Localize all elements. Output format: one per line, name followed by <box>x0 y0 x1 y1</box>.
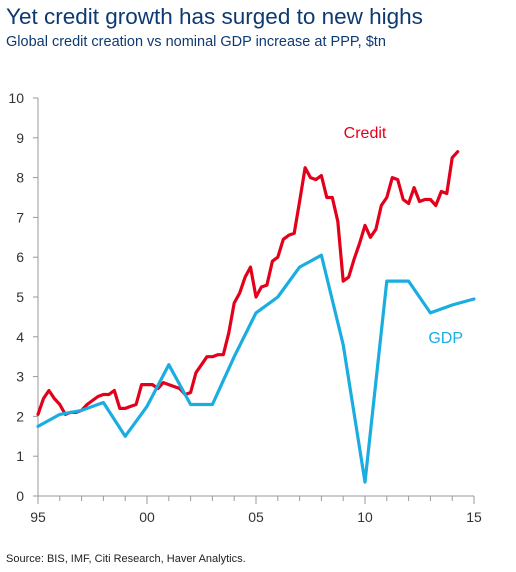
series-line-gdp <box>36 253 476 484</box>
x-tick-label: 15 <box>466 509 482 525</box>
chart-title: Yet credit growth has surged to new high… <box>6 4 423 29</box>
series-label-gdp: GDP <box>428 330 463 347</box>
series-label-credit: Credit <box>344 125 387 142</box>
y-tick-label: 4 <box>16 329 24 345</box>
y-axis: 0 1 2 3 4 5 6 7 8 9 10 <box>8 90 39 504</box>
y-tick-label: 9 <box>16 130 24 146</box>
source-note: Source: BIS, IMF, Citi Research, Haver A… <box>6 553 246 565</box>
y-tick-label: 2 <box>16 408 24 424</box>
x-tick-label: 95 <box>30 509 46 525</box>
y-tick-label: 3 <box>16 369 24 385</box>
x-tick-label: 10 <box>357 509 373 525</box>
y-tick-label: 8 <box>16 170 24 186</box>
y-tick-label: 1 <box>16 448 24 464</box>
x-tick-label: 05 <box>248 509 264 525</box>
y-tick-label: 5 <box>16 289 24 305</box>
y-tick-label: 7 <box>16 209 24 225</box>
series-line-credit <box>36 150 460 416</box>
x-tick-label: 00 <box>139 509 155 525</box>
chart-series: Credit GDP <box>36 125 476 484</box>
y-tick-label: 6 <box>16 249 24 265</box>
x-axis: 95 00 05 10 15 <box>30 495 482 525</box>
chart-subtitle: Global credit creation vs nominal GDP in… <box>6 34 386 50</box>
y-tick-label: 10 <box>8 90 24 106</box>
y-tick-label: 0 <box>16 488 24 504</box>
